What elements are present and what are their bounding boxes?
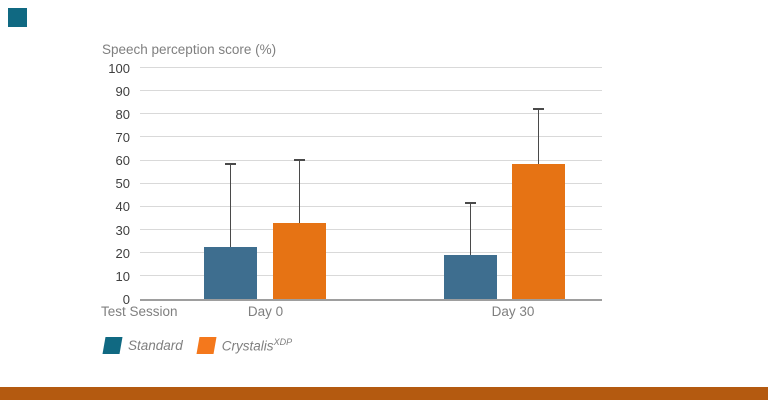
error-bar-line [538,109,540,164]
legend: Standard CrystalisXDP [102,337,293,354]
y-tick-label: 0 [122,292,130,307]
error-bar-line [299,160,301,223]
x-category-label: Day 0 [247,304,284,319]
gridline [140,67,602,68]
gridline [140,90,602,92]
gridline [140,113,602,115]
gridline [140,159,602,161]
bar-standard-day30 [443,255,497,299]
legend-swatch-standard [102,337,123,354]
bar-crystalis-day0 [273,222,327,299]
error-bar-cap [225,162,237,165]
y-tick-label: 20 [115,245,130,261]
error-bar-line [469,202,471,255]
error-bar-line [230,163,232,247]
gridline [140,275,602,277]
x-axis-line [140,298,602,301]
error-bar-cap [294,159,306,162]
brand-bottom-bar [0,387,768,400]
y-tick-label: 50 [115,176,130,192]
error-bar-cap [464,201,476,204]
y-tick-label: 60 [115,153,130,169]
error-bar-cap [533,108,545,111]
y-tick-label: 30 [115,222,130,238]
legend-swatch-crystalis [196,337,217,354]
gridline [140,252,602,254]
y-tick-label: 100 [108,60,130,76]
legend-label-superscript: XDP [273,337,293,348]
y-tick-label: 70 [115,129,130,145]
x-axis-title: Test Session [101,304,178,319]
legend-label-standard: Standard [128,338,183,353]
legend-label-crystalis: CrystalisXDP [221,337,293,354]
gridline [140,182,602,184]
y-tick-label: 40 [115,199,130,215]
bar-crystalis-day30 [512,163,566,299]
legend-item-standard: Standard [102,337,183,354]
x-category-label: Day 30 [491,304,535,319]
y-tick-label: 80 [115,106,130,122]
bar-standard-day0 [204,246,258,299]
gridline [140,136,602,138]
y-tick-label: 90 [115,83,130,99]
gridline [140,205,602,207]
y-tick-label: 10 [115,268,130,284]
brand-corner-square [8,8,27,27]
gridline [140,229,602,231]
chart-title: Speech perception score (%) [102,42,277,57]
legend-item-crystalis: CrystalisXDP [196,337,293,354]
